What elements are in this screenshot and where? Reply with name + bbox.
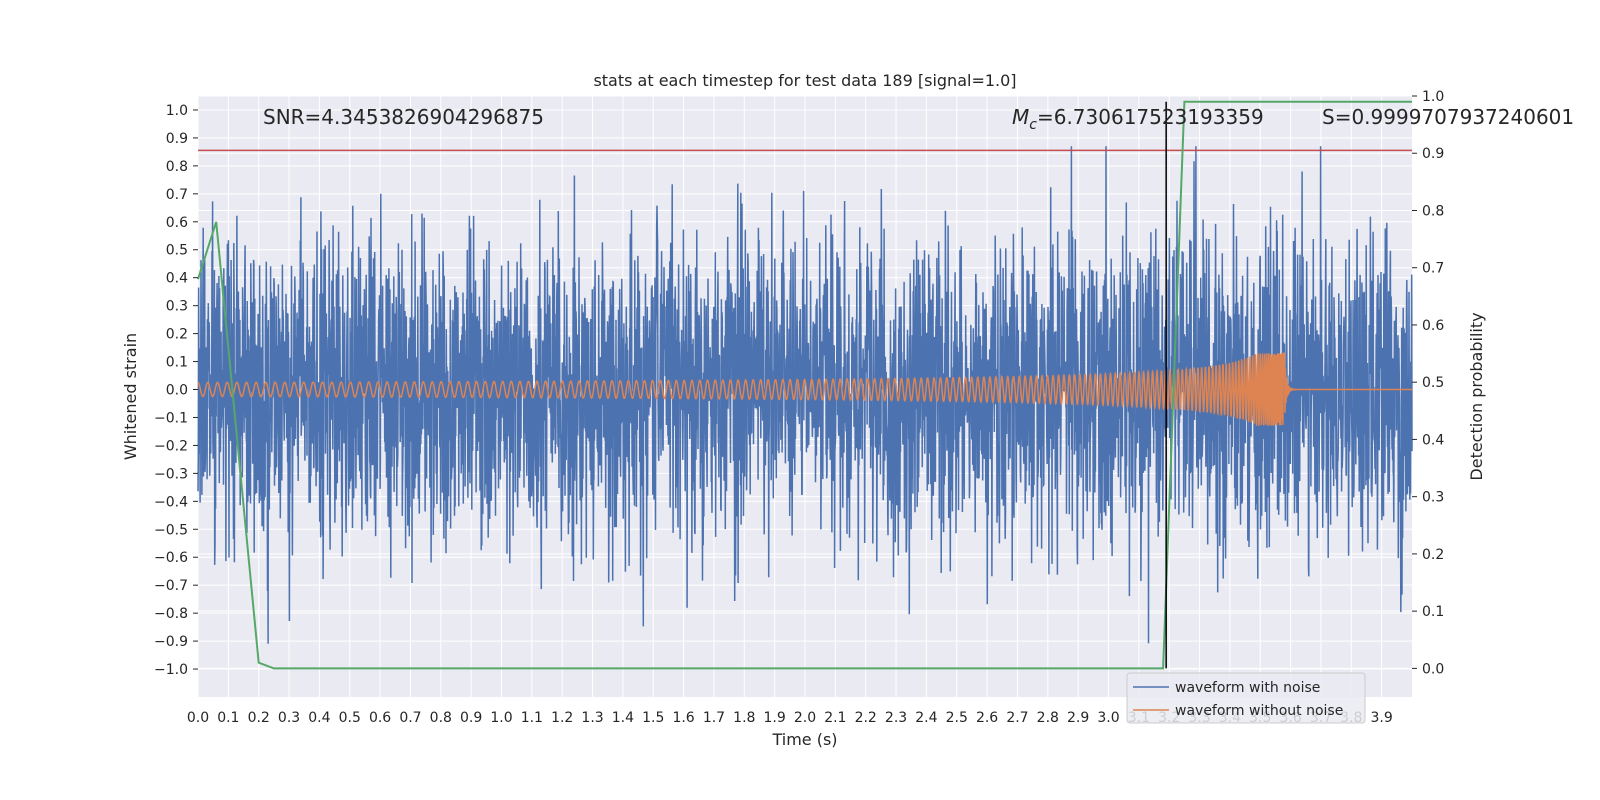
x-tick-label: 3.0 [1097,710,1119,726]
x-tick-label: 0.3 [278,710,300,726]
x-tick-label: 1.7 [703,710,725,726]
chirp-mass-symbol: M [1012,105,1029,129]
y-axis-label: Whitened strain [121,333,140,460]
x-tick-label: 2.8 [1037,710,1059,726]
x-tick-label: 2.0 [794,710,816,726]
y-tick-label: 1.0 [166,103,188,119]
y-right-tick-label: 0.2 [1422,547,1444,563]
y-right-tick-label: 0.9 [1422,146,1444,162]
x-tick-label: 1.5 [642,710,664,726]
legend-box [1126,672,1366,724]
y-tick-label: 0.9 [166,131,188,147]
y-tick-label: 0.1 [166,355,188,371]
legend: waveform with noise waveform without noi… [1126,672,1366,724]
y-tick-label: −0.7 [154,578,188,594]
x-tick-label: 2.9 [1067,710,1089,726]
x-tick-label: 2.7 [1006,710,1028,726]
x-tick-label: 2.1 [824,710,846,726]
y-tick-label: 0.6 [166,215,188,231]
x-tick-label: 2.3 [885,710,907,726]
chart-title: stats at each timestep for test data 189… [593,71,1016,90]
y-tick-label: −0.9 [154,634,188,650]
y-tick-label: −1.0 [154,662,188,678]
chirp-mass-subscript: c [1029,117,1037,133]
x-tick-label: 0.2 [248,710,270,726]
series-layer [197,100,1413,670]
x-tick-label: 0.4 [308,710,330,726]
y-right-tick-label: 0.6 [1422,318,1444,334]
y-right-tick-label: 1.0 [1422,89,1444,105]
score-annotation: S=0.9999707937240601 [1322,105,1574,129]
x-tick-label: 2.4 [915,710,937,726]
x-tick-label: 0.5 [339,710,361,726]
series-waveform-with-noise [197,146,1413,644]
x-tick-label: 1.0 [490,710,512,726]
x-tick-label: 1.6 [672,710,694,726]
chirp-mass-value: =6.730617523193359 [1037,105,1264,129]
x-tick-label: 1.3 [581,710,603,726]
y-tick-label: 0.2 [166,327,188,343]
y-tick-label: 0.8 [166,159,188,175]
y-right-tick-label: 0.3 [1422,490,1444,506]
x-tick-label: 0.0 [187,710,209,726]
x-tick-label: 2.5 [946,710,968,726]
series-detection-probability [197,100,1412,670]
y-right-tick-label: 0.4 [1422,432,1444,448]
y-tick-label: 0.5 [166,243,188,259]
y-tick-label: −0.8 [154,606,188,622]
x-tick-label: 2.2 [855,710,877,726]
y-axis-ticks: 1.0 0.9 0.8 0.7 0.6 0.5 0.4 0.3 0.2 0.1 0.0 −0.1 −0.… [154,103,198,678]
x-tick-label: 1.9 [764,710,786,726]
x-axis-label: Time (s) [771,730,837,749]
y-tick-label: −0.3 [154,466,188,482]
x-tick-label: 1.2 [551,710,573,726]
x-tick-label: 2.6 [976,710,998,726]
series-waveform-without-noise [197,352,1412,426]
y-tick-label: −0.5 [154,522,188,538]
y-tick-label: −0.4 [154,494,188,510]
x-tick-label: 1.1 [521,710,543,726]
y-right-axis-ticks: 1.0 0.9 0.8 0.7 0.6 0.5 0.4 0.3 0.2 0.1 0.0 [1412,89,1444,677]
y-tick-label: 0.3 [166,299,188,315]
x-tick-label: 0.6 [369,710,391,726]
x-tick-label: 0.7 [399,710,421,726]
y-right-tick-label: 0.7 [1422,261,1444,277]
x-tick-label: 0.8 [430,710,452,726]
y-right-axis-label: Detection probability [1467,312,1486,480]
legend-label-waveform-without-noise: waveform without noise [1175,703,1343,719]
y-tick-label: 0.4 [166,271,188,287]
y-tick-label: 0.0 [166,383,188,399]
y-right-tick-label: 0.1 [1422,604,1444,620]
y-right-tick-label: 0.5 [1422,375,1444,391]
y-tick-label: 0.7 [166,187,188,203]
y-right-tick-label: 0.0 [1422,661,1444,677]
chirp-mass-annotation: Mc=6.730617523193359 [1012,105,1264,133]
y-right-tick-label: 0.8 [1422,203,1444,219]
x-tick-label: 0.9 [460,710,482,726]
x-tick-label: 0.1 [217,710,239,726]
x-tick-label: 1.8 [733,710,755,726]
y-tick-label: −0.6 [154,550,188,566]
y-tick-label: −0.1 [154,410,188,426]
snr-annotation: SNR=4.3453826904296875 [263,105,544,129]
y-tick-label: −0.2 [154,438,188,454]
x-tick-label: 3.9 [1371,710,1393,726]
x-tick-label: 1.4 [612,710,634,726]
legend-label-waveform-with-noise: waveform with noise [1175,680,1320,696]
